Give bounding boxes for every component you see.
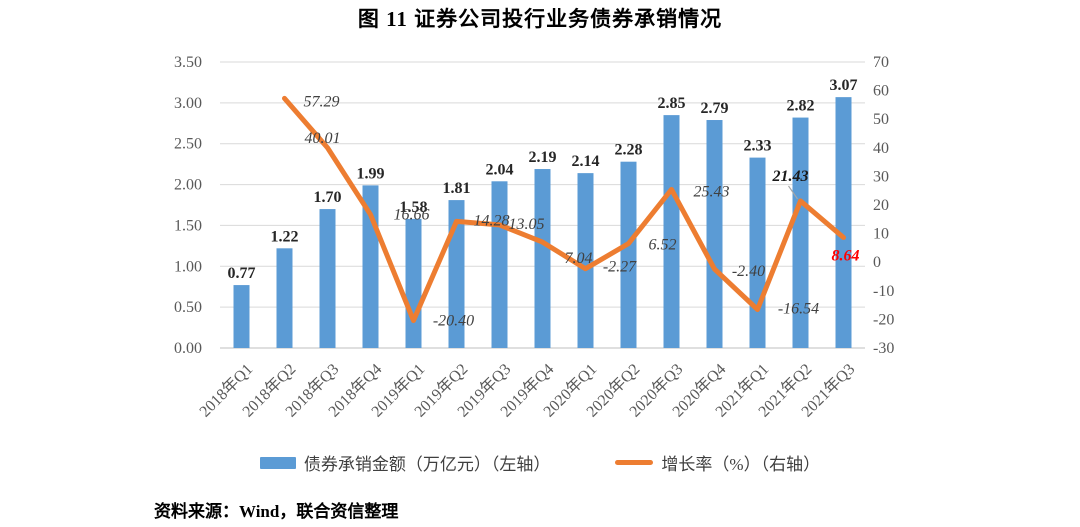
right-axis-tick: 0 bbox=[873, 254, 881, 271]
bar-series-swatch bbox=[259, 456, 296, 469]
bar-value-label: 2.04 bbox=[486, 161, 514, 178]
left-axis-tick: 1.50 bbox=[174, 217, 202, 234]
line-value-label: -2.40 bbox=[732, 263, 765, 280]
line-value-label: 25.43 bbox=[694, 183, 730, 200]
bar-value-label: 1.22 bbox=[271, 228, 299, 245]
line-value-label: 57.29 bbox=[304, 93, 340, 110]
bar-2019年Q3 bbox=[491, 181, 508, 348]
bar-value-label: 2.28 bbox=[615, 142, 643, 159]
line-value-label: 7.04 bbox=[565, 250, 593, 267]
bar-2018年Q1 bbox=[233, 285, 250, 348]
right-axis-tick: -20 bbox=[873, 311, 894, 328]
bar-2019年Q2 bbox=[448, 200, 465, 348]
right-axis-tick: 30 bbox=[873, 168, 889, 185]
bar-2021年Q1 bbox=[749, 157, 766, 348]
bar-value-label: 2.85 bbox=[658, 95, 686, 112]
line-value-label: 14.28 bbox=[474, 212, 510, 229]
line-series-swatch bbox=[615, 460, 654, 465]
bar-value-label: 1.81 bbox=[443, 180, 471, 197]
right-axis-tick: 60 bbox=[873, 83, 889, 100]
line-value-label: 16.66 bbox=[394, 207, 430, 224]
left-axis-tick: 0.50 bbox=[174, 299, 202, 316]
bar-value-label: 3.07 bbox=[830, 77, 858, 94]
bar-2018年Q3 bbox=[319, 209, 336, 348]
bar-2018年Q2 bbox=[276, 248, 293, 348]
bar-value-label: 1.99 bbox=[357, 165, 385, 182]
right-axis-tick: 20 bbox=[873, 197, 889, 214]
bar-2020年Q1 bbox=[577, 173, 594, 348]
left-axis-tick: 2.00 bbox=[174, 177, 202, 194]
line-series-label: 增长率（%）（右轴） bbox=[661, 455, 821, 474]
bar-2020年Q2 bbox=[620, 161, 637, 348]
right-axis-tick: 40 bbox=[873, 140, 889, 157]
bar-2021年Q2 bbox=[792, 117, 809, 349]
bar-value-label: 2.82 bbox=[787, 98, 815, 115]
line-value-label: 21.43 bbox=[772, 168, 809, 185]
legend: 债券承销金额（万亿元）（左轴） 增长率（%）（右轴） bbox=[0, 450, 1080, 475]
left-axis-tick: 3.00 bbox=[174, 95, 202, 112]
right-axis-tick: 10 bbox=[873, 226, 889, 243]
left-axis-tick: 2.50 bbox=[174, 136, 202, 153]
source-note: 资料来源：Wind，联合资信整理 bbox=[154, 502, 399, 521]
bar-value-label: 1.58 bbox=[400, 199, 428, 216]
line-value-label: 8.64 bbox=[832, 247, 860, 264]
right-axis-tick: 50 bbox=[873, 111, 889, 128]
left-axis-tick: 3.50 bbox=[174, 54, 202, 71]
bar-2020年Q4 bbox=[706, 120, 723, 348]
bar-series-label: 债券承销金额（万亿元）（左轴） bbox=[303, 455, 551, 474]
bar-value-label: 2.19 bbox=[529, 149, 557, 166]
left-axis-tick: 0.00 bbox=[174, 340, 202, 357]
legend-item-line-series: 增长率（%）（右轴） bbox=[615, 450, 820, 475]
left-axis-tick: 1.00 bbox=[174, 258, 202, 275]
line-value-label: 13.05 bbox=[509, 216, 545, 233]
bar-value-label: 0.77 bbox=[228, 265, 256, 282]
right-axis-tick: 70 bbox=[873, 54, 889, 71]
bar-2019年Q4 bbox=[534, 169, 551, 348]
bar-2020年Q3 bbox=[663, 115, 680, 348]
line-value-label: -2.27 bbox=[603, 259, 637, 276]
label-leader-line bbox=[788, 185, 798, 200]
combo-chart-canvas: 0.00 0.50 1.00 1.50 2.00 2.50 3.00 3.50 -30 -20 -1… bbox=[174, 54, 894, 421]
bar-value-label: 2.33 bbox=[744, 138, 772, 155]
bar-2019年Q1 bbox=[405, 218, 422, 348]
bar-value-label: 2.14 bbox=[572, 153, 600, 170]
growth-rate-line bbox=[282, 95, 846, 324]
bar-value-label: 2.79 bbox=[701, 100, 729, 117]
bar-2021年Q3 bbox=[835, 97, 852, 348]
right-axis-tick: -30 bbox=[873, 340, 894, 357]
figure-title: 图 11 证券公司投行业务债券承销情况 bbox=[357, 7, 723, 31]
line-value-label: -20.40 bbox=[433, 313, 474, 330]
line-value-label: 6.52 bbox=[649, 237, 677, 254]
bar-value-label: 1.70 bbox=[314, 189, 342, 206]
line-value-label: 40.01 bbox=[305, 130, 341, 147]
line-value-label: -16.54 bbox=[778, 301, 819, 318]
right-axis-tick: -10 bbox=[873, 283, 894, 300]
legend-item-bar-series: 债券承销金额（万亿元）（左轴） bbox=[259, 450, 551, 475]
